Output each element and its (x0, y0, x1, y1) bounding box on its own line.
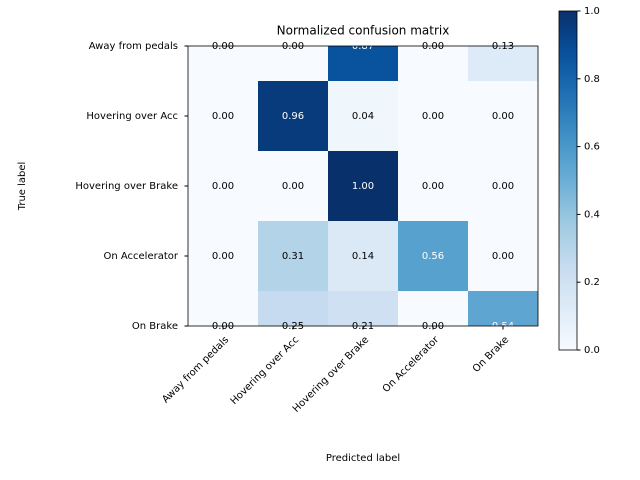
colorbar-tick-label: 0.2 (584, 277, 600, 288)
cell-label: 0.00 (422, 41, 444, 52)
cell (188, 81, 258, 151)
cell (258, 46, 328, 81)
cell (328, 151, 398, 221)
cell-label: 0.56 (422, 251, 444, 262)
cell-label: 0.00 (492, 181, 514, 192)
cell (328, 221, 398, 291)
x-axis-label: Predicted label (326, 453, 400, 464)
cell-label: 0.00 (422, 111, 444, 122)
matrix (188, 46, 538, 326)
cell (328, 81, 398, 151)
cell (398, 81, 468, 151)
cell-label: 0.00 (422, 181, 444, 192)
cell (398, 291, 468, 326)
cell-label: 0.00 (282, 41, 304, 52)
cell-label: 0.96 (282, 111, 304, 122)
cell-label: 0.00 (212, 41, 234, 52)
x-tick-label: Hovering over Brake (291, 334, 371, 414)
cell-label: 1.00 (352, 181, 374, 192)
y-tick-label: Away from pedals (89, 41, 178, 52)
cell (258, 151, 328, 221)
cell (258, 291, 328, 326)
y-tick-label: Hovering over Brake (75, 181, 178, 192)
x-tick-label: On Brake (471, 334, 511, 374)
cell (188, 46, 258, 81)
colorbar-tick-label: 0.8 (584, 74, 600, 85)
x-tick-label: On Accelerator (381, 334, 442, 395)
cell (328, 46, 398, 81)
cell (258, 81, 328, 151)
cell (468, 291, 538, 326)
cell-label: 0.00 (492, 251, 514, 262)
cell-label: 0.00 (212, 111, 234, 122)
colorbar-tick-label: 0.6 (584, 142, 600, 153)
cell-label: 0.87 (352, 41, 374, 52)
y-tick-label: Hovering over Acc (86, 111, 178, 122)
cell-label: 0.31 (282, 251, 304, 262)
cell-label: 0.04 (352, 111, 374, 122)
cell (188, 221, 258, 291)
cell (398, 151, 468, 221)
colorbar-tick-label: 0.0 (584, 345, 600, 356)
cell-label: 0.00 (282, 181, 304, 192)
cell (188, 291, 258, 326)
y-tick-label: On Accelerator (103, 251, 178, 262)
cell (468, 46, 538, 81)
cell (328, 291, 398, 326)
y-tick-label: On Brake (132, 321, 178, 332)
cell-label: 0.00 (212, 251, 234, 262)
cell (258, 221, 328, 291)
colorbar-tick-label: 1.0 (584, 6, 600, 17)
x-tick-label: Away from pedals (160, 334, 231, 405)
cell-label: 0.14 (352, 251, 374, 262)
cell (398, 221, 468, 291)
cell-label: 0.00 (492, 111, 514, 122)
cell (468, 81, 538, 151)
cell-label: 0.00 (212, 181, 234, 192)
cell (468, 221, 538, 291)
cell (398, 46, 468, 81)
x-tick-label: Hovering over Acc (229, 334, 302, 407)
cell (188, 151, 258, 221)
cell-label: 0.13 (492, 41, 514, 52)
y-axis-label: True label (17, 162, 28, 212)
chart-title: Normalized confusion matrix (277, 24, 450, 38)
colorbar-tick-label: 0.4 (584, 209, 600, 220)
colorbar (558, 10, 578, 351)
cell (468, 151, 538, 221)
